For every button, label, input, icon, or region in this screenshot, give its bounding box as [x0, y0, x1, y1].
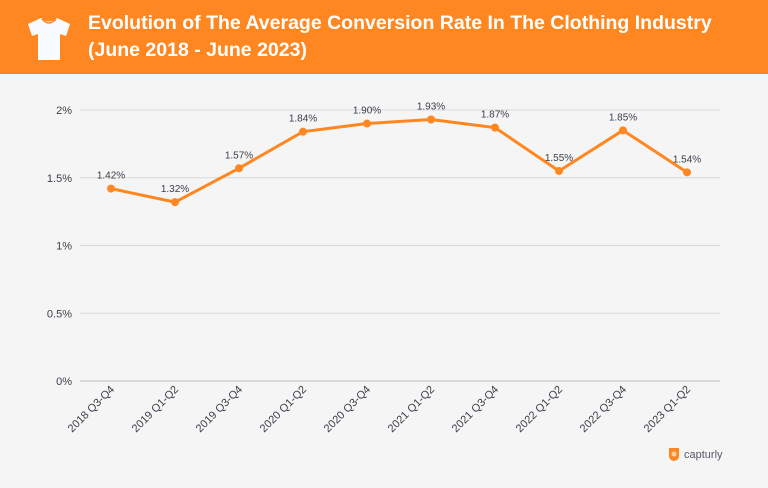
data-label: 1.93%: [417, 101, 445, 112]
data-label: 1.42%: [97, 171, 125, 182]
data-point: [619, 126, 627, 135]
data-label: 1.55%: [545, 153, 573, 164]
y-tick-label: 0%: [56, 376, 72, 388]
capturly-logo-icon: [669, 448, 679, 461]
data-point: [427, 115, 435, 124]
capturly-logo: capturly: [668, 447, 723, 462]
y-tick-label: 1%: [56, 241, 72, 253]
header: Evolution of The Average Conversion Rate…: [0, 0, 768, 74]
data-point: [555, 166, 563, 175]
x-tick-label: 2021 Q1-Q2: [386, 384, 437, 435]
data-point: [107, 184, 115, 193]
data-label: 1.87%: [481, 110, 509, 121]
title-line-2: (June 2018 - June 2023): [88, 39, 307, 61]
data-point: [491, 123, 499, 132]
y-tick-label: 0.5%: [47, 308, 72, 320]
data-label: 1.90%: [353, 106, 381, 117]
x-tick-label: 2021 Q3-Q4: [450, 384, 501, 435]
data-label: 1.54%: [673, 154, 701, 165]
series-line: [110, 117, 688, 204]
x-tick-label: 2022 Q1-Q2: [514, 384, 565, 435]
data-label: 1.84%: [289, 114, 317, 125]
data-label: 1.32%: [161, 184, 189, 195]
x-tick-label: 2019 Q3-Q4: [194, 384, 245, 435]
title-line-1: Evolution of The Average Conversion Rate…: [88, 12, 712, 34]
data-point: [235, 164, 243, 173]
t-shirt-icon: [28, 18, 70, 60]
x-tick-label: 2020 Q1-Q2: [258, 384, 309, 435]
x-tick-label: 2022 Q3-Q4: [578, 384, 629, 435]
data-point: [363, 119, 371, 128]
data-label: 1.85%: [609, 112, 637, 123]
x-tick-label: 2023 Q1-Q2: [642, 384, 693, 435]
data-point: [299, 127, 307, 136]
x-tick-label: 2020 Q3-Q4: [322, 384, 373, 435]
chart-title: Evolution of The Average Conversion Rate…: [88, 10, 712, 64]
data-label: 1.57%: [225, 150, 253, 161]
y-tick-label: 2%: [56, 105, 72, 117]
data-point: [683, 168, 691, 177]
y-tick-label: 1.5%: [47, 173, 72, 185]
x-tick-label: 2018 Q3-Q4: [66, 384, 117, 435]
brand-name: capturly: [684, 448, 723, 461]
data-point: [171, 198, 179, 207]
x-tick-label: 2019 Q1-Q2: [130, 384, 181, 435]
